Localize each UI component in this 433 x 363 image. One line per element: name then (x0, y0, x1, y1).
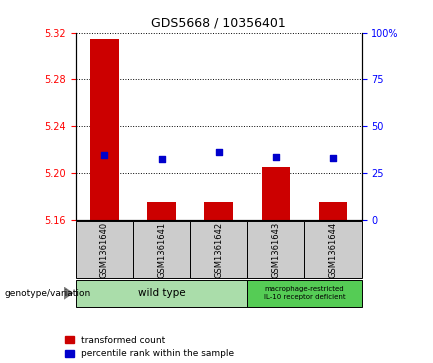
Point (330, 155, 336, 160)
Text: GDS5668 / 10356401: GDS5668 / 10356401 (151, 16, 286, 29)
Bar (90, 38, 119, 220)
Text: GSM1361640: GSM1361640 (100, 221, 109, 278)
Bar (247, 280, 362, 307)
Text: wild type: wild type (138, 288, 185, 298)
Text: GSM1361644: GSM1361644 (329, 221, 337, 278)
Bar (76, 221, 133, 278)
Bar (319, 202, 347, 220)
Text: GSM1361641: GSM1361641 (157, 221, 166, 278)
Text: GSM1361643: GSM1361643 (271, 221, 280, 278)
Point (215, 149, 222, 155)
Bar (133, 221, 190, 278)
Bar (190, 221, 247, 278)
Point (158, 156, 165, 162)
Bar (247, 221, 304, 278)
Bar (76, 280, 247, 307)
Bar (147, 202, 176, 220)
Bar (262, 167, 290, 220)
Point (272, 154, 279, 159)
Point (101, 152, 108, 158)
Text: GSM1361642: GSM1361642 (214, 221, 223, 278)
Text: genotype/variation: genotype/variation (4, 289, 90, 298)
Bar (204, 202, 233, 220)
Legend: transformed count, percentile rank within the sample: transformed count, percentile rank withi… (65, 336, 235, 359)
Text: macrophage-restricted
IL-10 receptor deficient: macrophage-restricted IL-10 receptor def… (264, 286, 345, 300)
Bar (304, 221, 362, 278)
Polygon shape (64, 287, 74, 300)
